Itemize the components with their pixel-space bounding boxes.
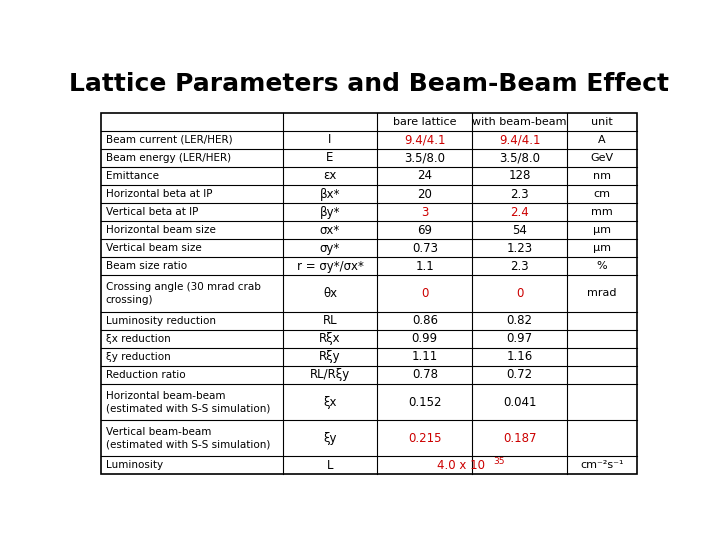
Text: θx: θx	[323, 287, 337, 300]
Text: Rξy: Rξy	[319, 350, 341, 363]
Text: 0.86: 0.86	[412, 314, 438, 327]
Text: Horizontal beam size: Horizontal beam size	[106, 225, 215, 235]
Text: βx*: βx*	[320, 187, 340, 200]
Text: r = σy*/σx*: r = σy*/σx*	[297, 260, 364, 273]
Text: bare lattice: bare lattice	[393, 117, 456, 127]
Text: 3: 3	[421, 206, 428, 219]
Text: 128: 128	[508, 170, 531, 183]
Text: I: I	[328, 133, 332, 146]
Text: ξx: ξx	[323, 395, 337, 409]
Text: RL/Rξy: RL/Rξy	[310, 368, 350, 381]
Text: Rξx: Rξx	[319, 332, 341, 345]
Text: μm: μm	[593, 244, 611, 253]
Text: Beam current (LER/HER): Beam current (LER/HER)	[106, 135, 233, 145]
Text: A: A	[598, 135, 606, 145]
Text: εx: εx	[323, 170, 337, 183]
Text: 0: 0	[516, 287, 523, 300]
Text: mrad: mrad	[588, 288, 617, 299]
Text: Luminosity: Luminosity	[106, 460, 163, 470]
Text: 9.4/4.1: 9.4/4.1	[404, 133, 446, 146]
Text: 3.5/8.0: 3.5/8.0	[499, 151, 540, 164]
Text: Lattice Parameters and Beam-Beam Effect: Lattice Parameters and Beam-Beam Effect	[69, 71, 669, 96]
Text: Beam energy (LER/HER): Beam energy (LER/HER)	[106, 153, 230, 163]
Text: Vertical beta at IP: Vertical beta at IP	[106, 207, 198, 217]
Text: 0.187: 0.187	[503, 431, 536, 444]
Text: Emittance: Emittance	[106, 171, 158, 181]
Text: 0.72: 0.72	[507, 368, 533, 381]
Text: 20: 20	[418, 187, 432, 200]
Text: Vertical beam-beam
(estimated with S-S simulation): Vertical beam-beam (estimated with S-S s…	[106, 427, 270, 449]
Text: 0.82: 0.82	[507, 314, 533, 327]
Text: Vertical beam size: Vertical beam size	[106, 244, 202, 253]
Text: 1.11: 1.11	[412, 350, 438, 363]
Text: Horizontal beta at IP: Horizontal beta at IP	[106, 189, 212, 199]
Text: 3.5/8.0: 3.5/8.0	[405, 151, 445, 164]
Text: 0.73: 0.73	[412, 242, 438, 255]
Text: 1.23: 1.23	[507, 242, 533, 255]
Text: mm: mm	[591, 207, 613, 217]
Text: σy*: σy*	[320, 242, 340, 255]
Text: RL: RL	[323, 314, 337, 327]
Text: 1.1: 1.1	[415, 260, 434, 273]
Text: 54: 54	[512, 224, 527, 237]
Text: cm: cm	[593, 189, 611, 199]
Text: 24: 24	[418, 170, 432, 183]
Text: 0.78: 0.78	[412, 368, 438, 381]
Text: unit: unit	[591, 117, 613, 127]
Text: 0: 0	[421, 287, 428, 300]
Text: Crossing angle (30 mrad crab
crossing): Crossing angle (30 mrad crab crossing)	[106, 282, 261, 305]
Text: L: L	[327, 459, 333, 472]
Text: μm: μm	[593, 225, 611, 235]
Text: nm: nm	[593, 171, 611, 181]
Text: 2.3: 2.3	[510, 260, 529, 273]
Text: 4.0 x 10: 4.0 x 10	[437, 459, 485, 472]
Text: 9.4/4.1: 9.4/4.1	[499, 133, 541, 146]
Text: βy*: βy*	[320, 206, 340, 219]
Text: 0.99: 0.99	[412, 332, 438, 345]
Text: ξy reduction: ξy reduction	[106, 352, 171, 362]
Text: GeV: GeV	[590, 153, 613, 163]
Text: Reduction ratio: Reduction ratio	[106, 370, 185, 380]
Text: 0.97: 0.97	[507, 332, 533, 345]
Text: 0.215: 0.215	[408, 431, 441, 444]
Bar	[101, 113, 636, 474]
Text: ξx reduction: ξx reduction	[106, 334, 171, 343]
Text: with beam-beam: with beam-beam	[472, 117, 567, 127]
Text: Luminosity reduction: Luminosity reduction	[106, 315, 215, 326]
Text: 35: 35	[493, 457, 505, 467]
Text: 1.16: 1.16	[507, 350, 533, 363]
Text: 69: 69	[418, 224, 432, 237]
Text: 2.3: 2.3	[510, 187, 529, 200]
Text: Horizontal beam-beam
(estimated with S-S simulation): Horizontal beam-beam (estimated with S-S…	[106, 391, 270, 413]
Text: 0.041: 0.041	[503, 395, 536, 409]
Text: %: %	[597, 261, 607, 272]
Text: ξy: ξy	[323, 431, 337, 444]
Text: cm⁻²s⁻¹: cm⁻²s⁻¹	[580, 460, 624, 470]
Text: 0.152: 0.152	[408, 395, 441, 409]
Text: Beam size ratio: Beam size ratio	[106, 261, 186, 272]
Text: E: E	[326, 151, 333, 164]
Text: 2.4: 2.4	[510, 206, 529, 219]
Text: σx*: σx*	[320, 224, 340, 237]
